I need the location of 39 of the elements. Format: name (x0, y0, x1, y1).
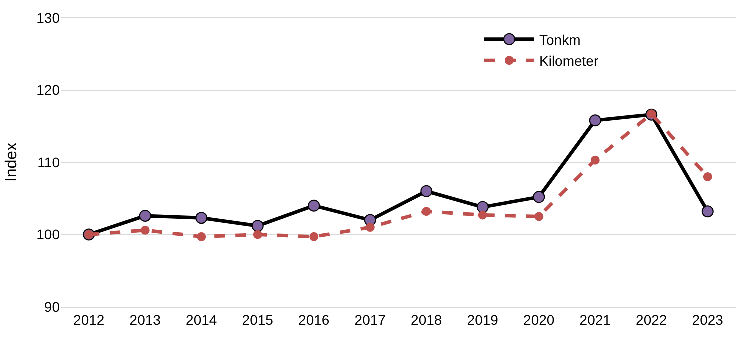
point (478, 210, 488, 220)
point (533, 191, 546, 204)
y-tick-label: 130 (36, 10, 60, 26)
x-tick-label: 2015 (242, 312, 274, 328)
y-tick-label: 120 (36, 82, 60, 98)
point (253, 230, 262, 240)
x-tick-label: 2017 (354, 312, 386, 328)
point (310, 232, 319, 242)
legend-label: Tonkm (540, 32, 581, 48)
point (476, 201, 489, 214)
y-tick-label: 110 (38, 154, 60, 170)
point (197, 232, 206, 242)
x-tick-label: 2012 (74, 312, 105, 328)
point (702, 206, 714, 218)
x-tick-label: 2022 (636, 312, 668, 328)
y-tick-label: 100 (36, 226, 60, 243)
x-tick-label: 2019 (467, 312, 499, 328)
y-axis-title: Index (4, 142, 21, 182)
point (703, 172, 712, 182)
point (308, 200, 320, 212)
point (139, 210, 152, 222)
x-tick-label: 2020 (524, 312, 555, 328)
legend-label: Kilometer (540, 53, 599, 70)
x-tick-label: 2018 (411, 312, 442, 328)
point (589, 114, 602, 127)
point (366, 223, 375, 232)
x-tick-label: 2016 (298, 312, 330, 328)
x-tick-label: 2023 (692, 312, 724, 328)
x-tick-label: 2013 (130, 312, 162, 328)
point (534, 212, 544, 222)
y-tick-label: 90 (44, 298, 60, 315)
point (252, 220, 264, 232)
x-tick-label: 2021 (580, 312, 612, 328)
x-tick-label: 2014 (186, 312, 218, 328)
point (140, 226, 150, 235)
point (590, 156, 600, 165)
point (422, 207, 432, 216)
point (196, 212, 208, 224)
point (420, 185, 433, 198)
